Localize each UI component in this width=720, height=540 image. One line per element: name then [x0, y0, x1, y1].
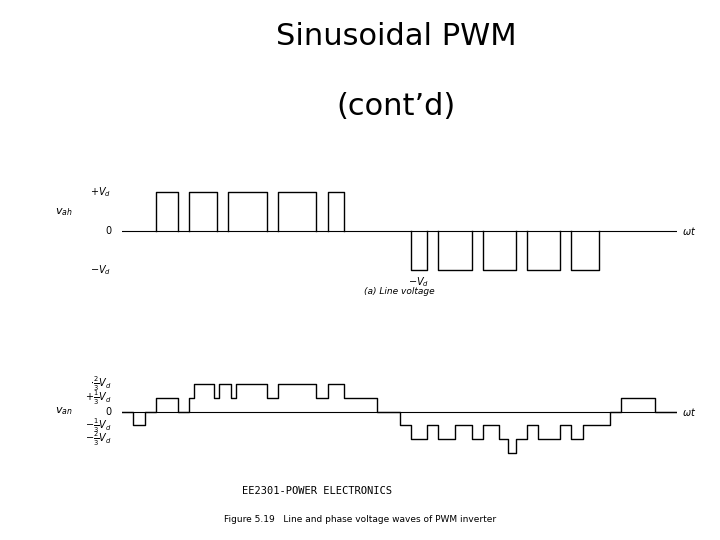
Text: EE2301-POWER ELECTRONICS: EE2301-POWER ELECTRONICS	[242, 485, 392, 496]
Text: 0: 0	[105, 407, 112, 416]
Text: $+V_d$: $+V_d$	[90, 185, 112, 199]
Text: (cont’d): (cont’d)	[336, 92, 456, 121]
Text: $\omega t$: $\omega t$	[683, 225, 697, 237]
Text: $-V_d$: $-V_d$	[408, 276, 429, 289]
Text: Sinusoidal PWM: Sinusoidal PWM	[276, 22, 516, 51]
Text: $-\frac{2}{3}V_d$: $-\frac{2}{3}V_d$	[85, 430, 112, 448]
Text: $\cdot\frac{2}{3}V_d$: $\cdot\frac{2}{3}V_d$	[90, 375, 112, 393]
Text: (a) Line voltage: (a) Line voltage	[364, 287, 435, 296]
Text: 0: 0	[105, 226, 112, 236]
Text: $-V_{d}$: $-V_{d}$	[90, 263, 112, 277]
Text: $+\frac{1}{3}V_d$: $+\frac{1}{3}V_d$	[85, 389, 112, 407]
Text: $v_{ah}$: $v_{ah}$	[55, 206, 73, 218]
Text: $v_{an}$: $v_{an}$	[55, 406, 73, 417]
Text: $-\frac{1}{3}V_d$: $-\frac{1}{3}V_d$	[85, 416, 112, 435]
Text: Figure 5.19   Line and phase voltage waves of PWM inverter: Figure 5.19 Line and phase voltage waves…	[224, 515, 496, 524]
Text: $\omega t$: $\omega t$	[683, 406, 697, 417]
